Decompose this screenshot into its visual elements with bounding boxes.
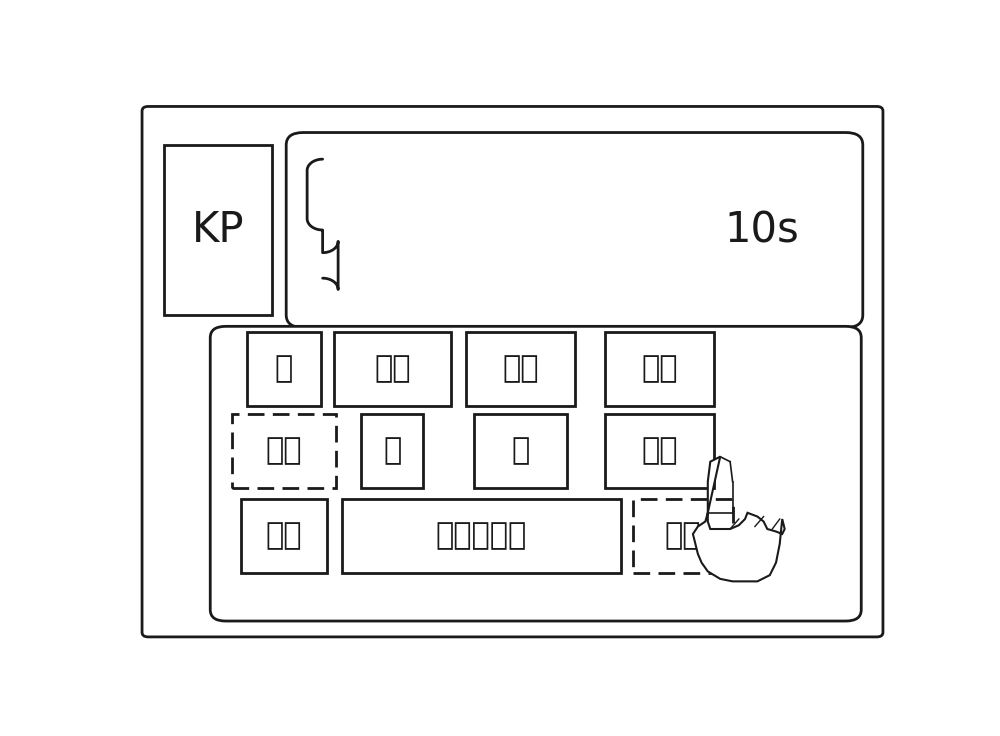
Text: 形状古怪的: 形状古怪的 [436, 522, 527, 551]
Text: 还: 还 [511, 436, 529, 466]
FancyBboxPatch shape [142, 107, 883, 637]
Bar [247, 332, 321, 406]
Bar [605, 332, 714, 406]
Text: 一件: 一件 [502, 354, 538, 383]
Text: 一个: 一个 [266, 522, 302, 551]
Bar [633, 499, 733, 573]
Bar [361, 414, 423, 488]
Text: 风衣: 风衣 [266, 436, 302, 466]
FancyBboxPatch shape [210, 326, 861, 621]
Bar [605, 414, 714, 488]
Bar [232, 414, 336, 488]
Bar [164, 145, 272, 315]
Text: 穿着: 穿着 [374, 354, 411, 383]
Bar [466, 332, 574, 406]
Polygon shape [693, 456, 785, 581]
Text: ，: ， [383, 436, 402, 466]
Text: 10s: 10s [724, 209, 799, 251]
Bar [342, 499, 621, 573]
Text: KP: KP [192, 209, 244, 251]
Bar [334, 332, 450, 406]
Text: 耳环: 耳环 [665, 522, 701, 551]
FancyBboxPatch shape [286, 132, 863, 328]
Bar [296, 156, 338, 304]
Bar [241, 499, 326, 573]
Bar [474, 414, 567, 488]
Text: 红色: 红色 [642, 354, 678, 383]
Text: 带着: 带着 [642, 436, 678, 466]
Text: 他: 他 [275, 354, 293, 383]
